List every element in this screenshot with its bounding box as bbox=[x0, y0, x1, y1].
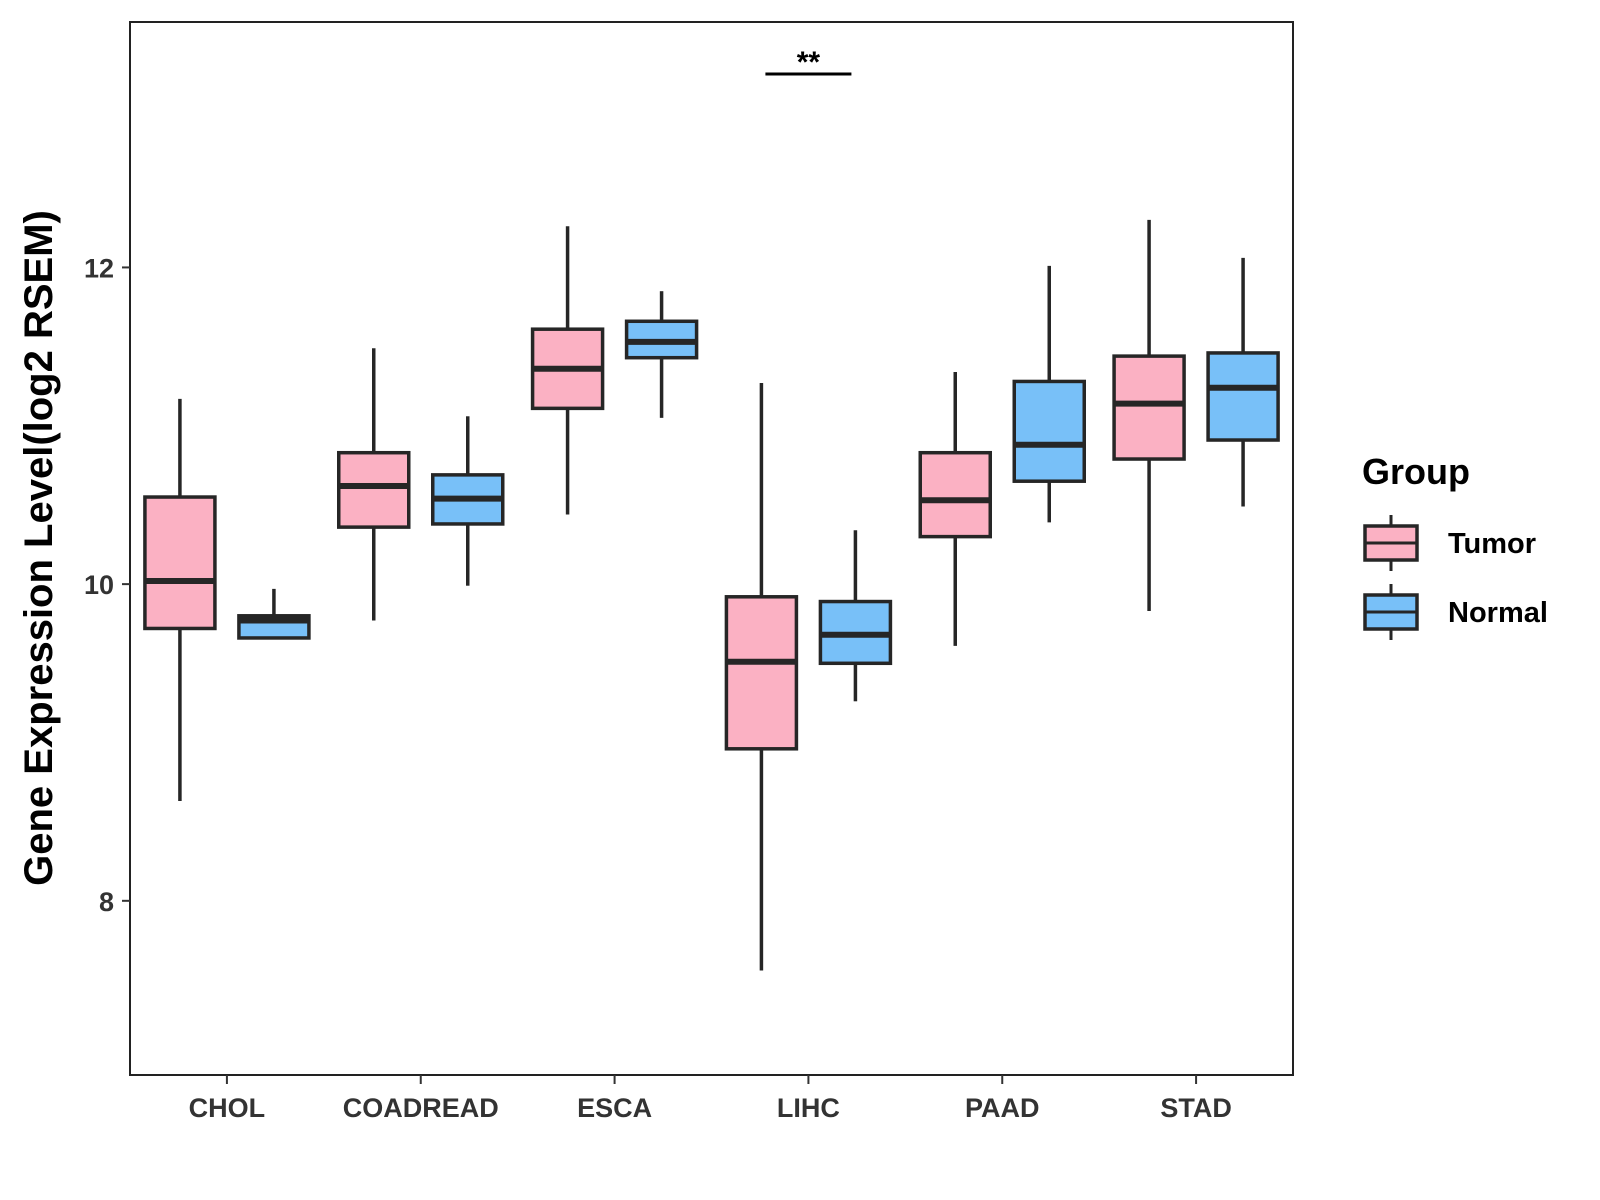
box-coadread-tumor bbox=[337, 348, 411, 621]
plot-panel-border bbox=[129, 21, 1294, 1076]
box-esca-normal bbox=[624, 291, 699, 418]
box-stad-tumor bbox=[1112, 219, 1186, 612]
box-paad-normal bbox=[1012, 265, 1086, 523]
iqr-box-lihc-tumor bbox=[724, 595, 799, 751]
iqr-box-paad-tumor bbox=[918, 450, 992, 539]
box-stad-normal bbox=[1206, 257, 1280, 507]
y-axis-label: Gene Expression Level(log2 RSEM) bbox=[17, 210, 61, 886]
iqr-box-coadread-tumor bbox=[337, 450, 411, 529]
legend-item-normal: Normal bbox=[1363, 584, 1548, 640]
y-tick-label-12: 12 bbox=[84, 253, 114, 283]
legend: Group Tumor Normal bbox=[1362, 451, 1548, 640]
iqr-box-stad-normal bbox=[1206, 351, 1280, 442]
y-tick-label-10: 10 bbox=[84, 570, 114, 600]
axes: 8 10 12 CHOL COADREAD ESCA LIHC PAAD STAD bbox=[84, 253, 1232, 1123]
box-lihc-tumor bbox=[724, 383, 799, 971]
plot-area: ** bbox=[143, 46, 1280, 971]
x-tick-label-lihc: LIHC bbox=[777, 1093, 840, 1123]
box-chol-tumor bbox=[143, 398, 217, 802]
box-chol-normal bbox=[237, 588, 311, 640]
y-tick-label-8: 8 bbox=[99, 887, 114, 917]
box-lihc-normal bbox=[818, 530, 893, 702]
x-tick-label-coadread: COADREAD bbox=[343, 1093, 499, 1123]
iqr-box-chol-tumor bbox=[143, 495, 217, 631]
legend-label-tumor: Tumor bbox=[1448, 528, 1536, 560]
legend-label-normal: Normal bbox=[1448, 597, 1548, 629]
significance-label: ** bbox=[797, 46, 821, 79]
x-tick-label-chol: CHOL bbox=[189, 1093, 266, 1123]
iqr-box-paad-normal bbox=[1012, 379, 1086, 483]
box-coadread-normal bbox=[431, 416, 505, 586]
box-esca-tumor bbox=[530, 226, 605, 515]
box-paad-tumor bbox=[918, 371, 992, 646]
x-tick-label-paad: PAAD bbox=[965, 1093, 1040, 1123]
legend-title: Group bbox=[1362, 451, 1470, 492]
iqr-box-stad-tumor bbox=[1112, 354, 1186, 461]
legend-item-tumor: Tumor bbox=[1363, 515, 1536, 571]
x-tick-label-stad: STAD bbox=[1160, 1093, 1232, 1123]
x-tick-label-esca: ESCA bbox=[577, 1093, 652, 1123]
